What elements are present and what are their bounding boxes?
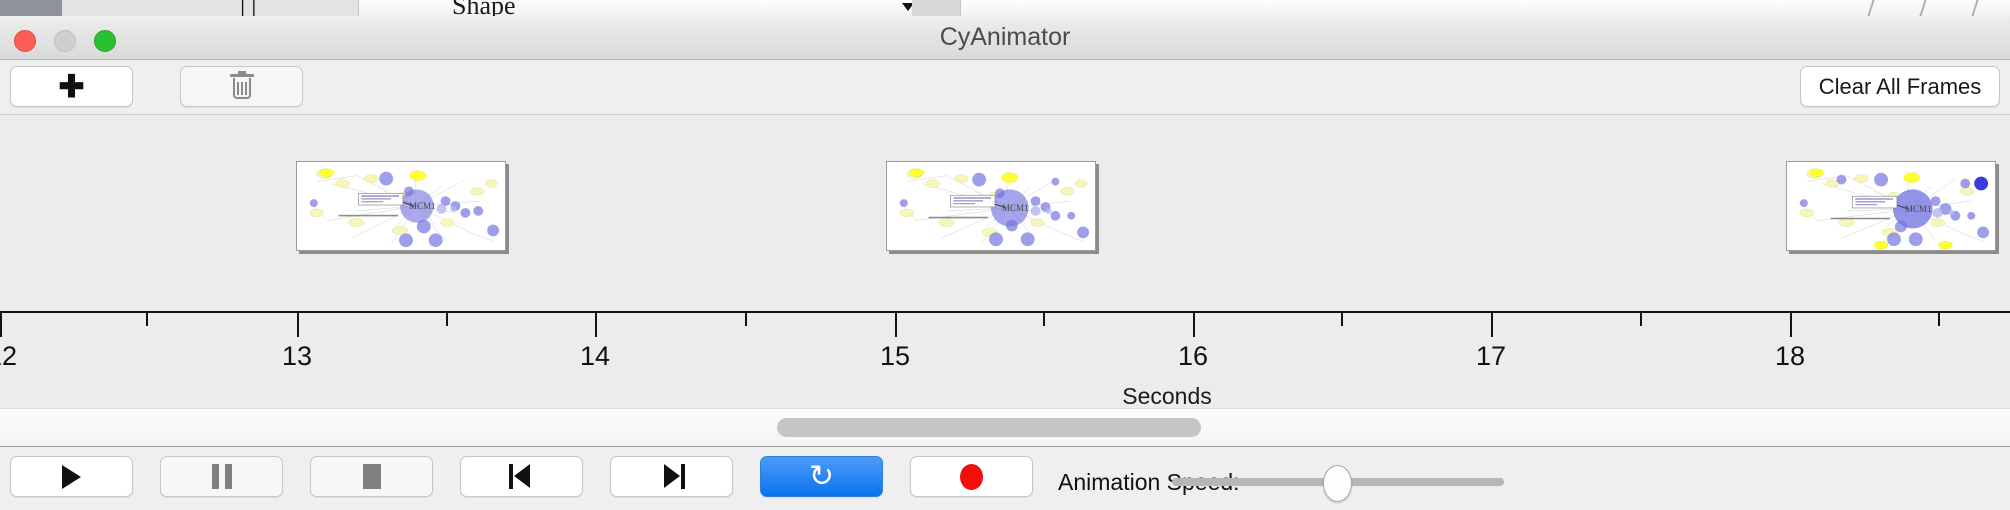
network-node-label: MCM1 [409, 201, 436, 211]
record-button[interactable] [910, 456, 1033, 497]
ruler-label: 12 [0, 341, 18, 371]
timeline-scrollbar-track[interactable] [0, 409, 2010, 447]
ruler-tick-major [0, 313, 2, 337]
bg-right-group [1830, 0, 2010, 16]
ruler-tick-major [595, 313, 597, 337]
record-icon [960, 463, 983, 490]
ruler-label: 14 [579, 341, 611, 371]
transport-bar: ↻ Animation Speed: [0, 447, 2010, 510]
ruler-label: 15 [879, 341, 911, 371]
frame-thumbnail-3[interactable]: MCM1 [1786, 161, 1996, 251]
bg-tab [140, 0, 189, 16]
network-node-label: MCM1 [1002, 203, 1029, 213]
skip-forward-icon [659, 464, 685, 489]
stop-icon [362, 464, 381, 489]
network-thumbnail-graphic [1798, 168, 1990, 250]
bg-slash-icon [1918, 0, 1928, 16]
ruler-tick-minor [1341, 313, 1343, 326]
ruler-tick-minor [745, 313, 747, 326]
bg-slash-icon [1970, 0, 1980, 16]
ruler-tick-major [1491, 313, 1493, 337]
network-node-label: MCM1 [1905, 204, 1932, 214]
bg-slash-icon [1866, 0, 1876, 16]
bg-tab-selected [0, 0, 63, 16]
animation-speed-slider-thumb[interactable] [1323, 465, 1352, 502]
ruler-axis-title: Seconds [1122, 383, 1212, 409]
ruler-axis-line [0, 311, 2010, 313]
bg-tab [298, 0, 359, 16]
timeline-ruler[interactable]: 12 13 14 15 16 17 18 Seconds [0, 311, 2010, 409]
zoom-button[interactable] [94, 30, 116, 52]
timeline-scrollbar-thumb[interactable] [777, 418, 1201, 437]
frame-toolbar: ✚ Clear All Frames [0, 60, 2010, 115]
pause-button[interactable] [160, 456, 283, 497]
stop-button[interactable] [310, 456, 433, 497]
play-icon [62, 464, 81, 489]
ruler-label: 17 [1475, 341, 1507, 371]
play-button[interactable] [10, 456, 133, 497]
ruler-tick-minor [1938, 313, 1940, 326]
bg-tab [912, 0, 961, 16]
ruler-label: 16 [1177, 341, 1209, 371]
loop-button[interactable]: ↻ [760, 456, 883, 497]
bg-partial-glyphs: || [240, 0, 263, 17]
ruler-tick-minor [1640, 313, 1642, 326]
delete-frame-button[interactable] [180, 66, 303, 107]
add-frame-button[interactable]: ✚ [10, 66, 133, 107]
frame-thumbnail-1[interactable]: MCM1 [296, 161, 506, 251]
ruler-tick-major [1193, 313, 1195, 337]
loop-icon: ↻ [808, 458, 835, 494]
ruler-label: 13 [281, 341, 313, 371]
ruler-tick-major [297, 313, 299, 337]
ruler-tick-major [1790, 313, 1792, 337]
frame-thumbnail-2[interactable]: MCM1 [886, 161, 1096, 251]
pause-icon [211, 464, 232, 489]
skip-back-icon [508, 464, 535, 489]
bg-tab [62, 0, 141, 16]
timeline-panel[interactable]: MCM1 [0, 115, 2010, 409]
ruler-tick-minor [146, 313, 148, 326]
ruler-tick-minor [1043, 313, 1045, 326]
window-title: CyAnimator [939, 23, 1071, 51]
next-frame-button[interactable] [610, 456, 733, 497]
title-bar[interactable]: CyAnimator [0, 16, 2010, 60]
ruler-tick-minor [446, 313, 448, 326]
network-thumbnail-graphic [898, 168, 1090, 247]
ruler-label: 18 [1774, 341, 1806, 371]
minimize-button[interactable] [54, 30, 76, 52]
prev-frame-button[interactable] [460, 456, 583, 497]
network-thumbnail-graphic [308, 168, 500, 248]
bg-caret-icon [900, 0, 914, 16]
bg-partial-label: Shape [452, 0, 516, 17]
ruler-tick-major [895, 313, 897, 337]
plus-icon: ✚ [58, 69, 85, 104]
background-window-strip: || Shape [0, 0, 2010, 17]
trash-icon [229, 70, 255, 102]
clear-all-frames-button[interactable]: Clear All Frames [1800, 66, 2000, 107]
close-button[interactable] [14, 30, 36, 52]
window-controls [14, 30, 116, 52]
